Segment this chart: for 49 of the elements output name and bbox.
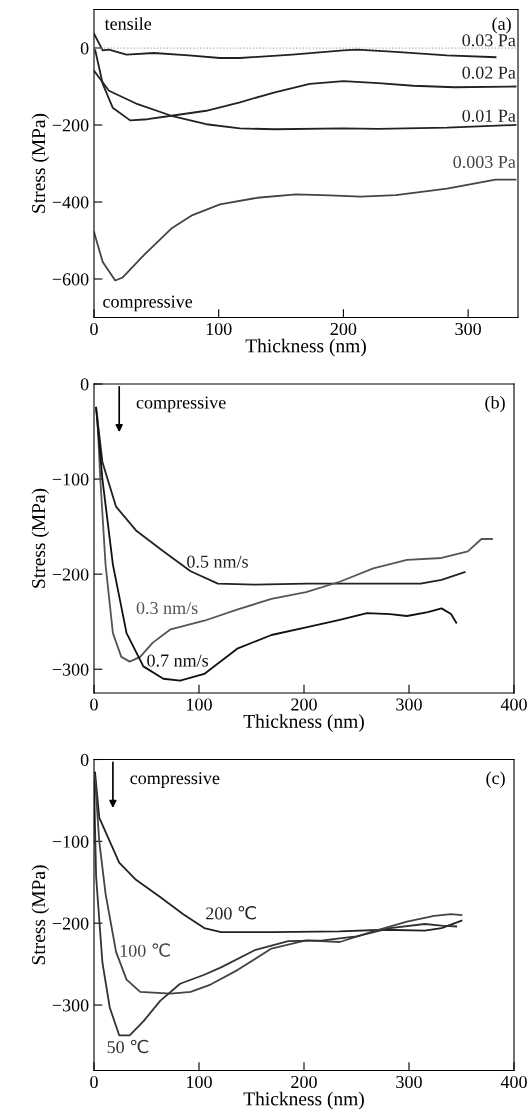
annotation: (c) [486, 771, 505, 788]
x-tick-label: 300 [396, 698, 422, 711]
y-tick-label: −300 [52, 999, 89, 1012]
x-axis-title: Thickness (nm) [245, 338, 366, 357]
x-tick-label: 100 [187, 1075, 212, 1089]
series-label: 50 ℃ [107, 1039, 149, 1054]
annotation: compressive [136, 396, 226, 413]
x-tick-label: 400 [500, 1075, 527, 1089]
y-tick-label: −200 [52, 119, 89, 132]
y-tick-label: −600 [52, 273, 89, 286]
x-tick-label: 300 [455, 322, 481, 336]
y-tick-label: −200 [52, 568, 89, 581]
series-label: 0.3 nm/s [136, 601, 198, 615]
series-label: 0.7 nm/s [147, 654, 209, 667]
y-tick-label: 0 [80, 378, 89, 391]
x-tick-label: 100 [206, 322, 232, 336]
x-tick-label: 0 [90, 698, 98, 711]
x-tick-label: 100 [187, 698, 212, 711]
y-tick-label: 0 [80, 42, 89, 55]
x-tick-label: 0 [90, 1075, 98, 1089]
series-label: 0.03 Pa [462, 34, 516, 47]
y-tick-label: −100 [52, 473, 89, 486]
x-axis-title: Thickness (nm) [243, 714, 364, 732]
x-axis-title: Thickness (nm) [243, 1091, 364, 1110]
y-tick-label: −200 [52, 917, 89, 930]
y-tick-label: −400 [52, 196, 89, 209]
x-tick-label: 400 [500, 698, 527, 711]
y-tick-label: −100 [52, 835, 89, 848]
annotation: compressive [130, 772, 220, 788]
series-label: 0.01 Pa [462, 109, 516, 122]
series-label: 0.5 nm/s [187, 555, 248, 568]
x-tick-label: 200 [291, 698, 317, 711]
y-axis-title: Stress (MPa) [31, 865, 50, 965]
series-label: 200 ℃ [206, 905, 256, 920]
x-tick-label: 200 [330, 322, 357, 336]
series-label: 0.02 Pa [462, 66, 516, 79]
series-label: 100 ℃ [120, 943, 170, 957]
annotation: compressive [103, 295, 193, 312]
y-axis-title: Stress (MPa) [31, 113, 50, 213]
x-tick-label: 200 [291, 1075, 317, 1089]
annotation: tensile [104, 17, 152, 30]
x-tick-label: 0 [90, 322, 98, 336]
annotation: (a) [492, 17, 511, 34]
y-axis-title: Stress (MPa) [31, 488, 50, 588]
y-tick-label: −300 [52, 663, 89, 676]
x-tick-label: 300 [396, 1075, 422, 1089]
series-label: 0.003 Pa [453, 155, 516, 169]
y-tick-label: 0 [80, 753, 89, 766]
annotation: (b) [485, 395, 505, 413]
